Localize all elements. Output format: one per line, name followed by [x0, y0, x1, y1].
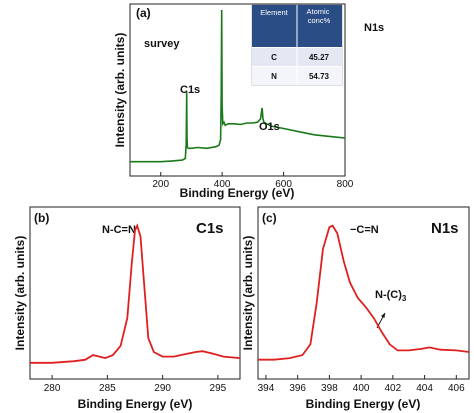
panel-a-title: survey [144, 38, 180, 50]
panel-c-label: (c) [262, 211, 277, 225]
panel-a-x-tick-label: 400 [214, 179, 231, 190]
panel-c-x-tick-label: 406 [448, 383, 465, 394]
panel-a-label: (a) [136, 6, 151, 20]
panel-c-x-axis-label: Binding Energy (eV) [306, 397, 421, 411]
table-header-cell [252, 5, 297, 47]
panel-b-x-tick-label: 295 [210, 383, 227, 394]
panel-a-annotation-o1s: O1s [259, 121, 280, 133]
panel-b-title: C1s [196, 220, 224, 237]
table-cell [297, 48, 342, 66]
table-header-element: Element [260, 8, 288, 17]
panel-b-x-tick-label: 280 [44, 383, 61, 394]
table-cell [252, 67, 297, 85]
panel-b-x-axis-label: Binding Energy (eV) [78, 397, 193, 411]
panel-b-label: (b) [34, 211, 49, 225]
panel-b-series-line [30, 223, 241, 364]
table-header-cell [297, 5, 342, 47]
panel-a-annotation-c1s: C1s [180, 84, 200, 96]
panel-a-x-tick-label: 600 [275, 179, 292, 190]
panel-c-y-axis-label: Intensity (arb. units) [241, 236, 255, 351]
panel-c-frame [257, 206, 470, 380]
panel-c-x-tick-label: 398 [321, 383, 338, 394]
panel-c-x-tick-label: 402 [385, 383, 402, 394]
panel-c-x-tick-label: 400 [353, 383, 370, 394]
panel-c-x-tick-label: 404 [416, 383, 433, 394]
panel-a-x-ticks: 200 400 600 800 [152, 172, 354, 190]
panel-b: (b) C1s N-C=N 280 285 290 295 Intensity (ar… [13, 206, 241, 411]
panel-b-x-ticks: 280 285 290 295 [44, 375, 227, 394]
panel-c-annotation-arrowhead [381, 313, 385, 318]
panel-c-x-tick-label: 394 [258, 383, 275, 394]
table-cell-element-n: N [271, 72, 277, 81]
panel-b-frame [29, 206, 241, 380]
panel-c-x-ticks: 394 396 398 400 402 404 406 [258, 375, 465, 394]
table-cell-conc-n: 54.73 [309, 72, 330, 81]
table-cell [297, 67, 342, 85]
panel-a-x-tick-label: 800 [337, 179, 354, 190]
panel-c-series-line [258, 224, 470, 361]
panel-c-annotation-cn: −C=N [350, 224, 379, 236]
table-cell-conc-c: 45.27 [309, 53, 330, 62]
panel-a-series-line [130, 9, 346, 163]
panel-c-annotation-nc3: N-(C)3 [375, 289, 407, 303]
panel-a-y-axis-label: Intensity (arb. units) [113, 33, 127, 148]
table-header-atomic-conc: Atomic conc% [306, 7, 331, 25]
table-cell-element-c: C [271, 53, 277, 62]
panel-b-annotation-ncn: N-C=N [102, 224, 136, 236]
panel-b-x-tick-label: 285 [99, 383, 116, 394]
table-cell [252, 48, 297, 66]
panel-a-x-axis-label: Binding Energy (eV) [180, 186, 295, 200]
panel-a-annotation-n1s: N1s [364, 22, 384, 34]
panel-a: (a) survey 200 400 600 800 C1s N1s O1s Inte… [113, 3, 384, 200]
panel-c: (c) N1s −C=N N-(C)3 394 396 398 400 402 404 40… [241, 206, 470, 411]
panel-b-y-axis-label: Intensity (arb. units) [13, 236, 27, 351]
panel-c-title: N1s [431, 220, 459, 237]
panel-a-frame [129, 3, 346, 177]
composition-table: Element Atomic conc% C 45.27 N 54.73 [251, 4, 343, 86]
panel-b-x-tick-label: 290 [154, 383, 171, 394]
panel-a-x-tick-label: 200 [152, 179, 169, 190]
panel-c-x-tick-label: 396 [289, 383, 306, 394]
